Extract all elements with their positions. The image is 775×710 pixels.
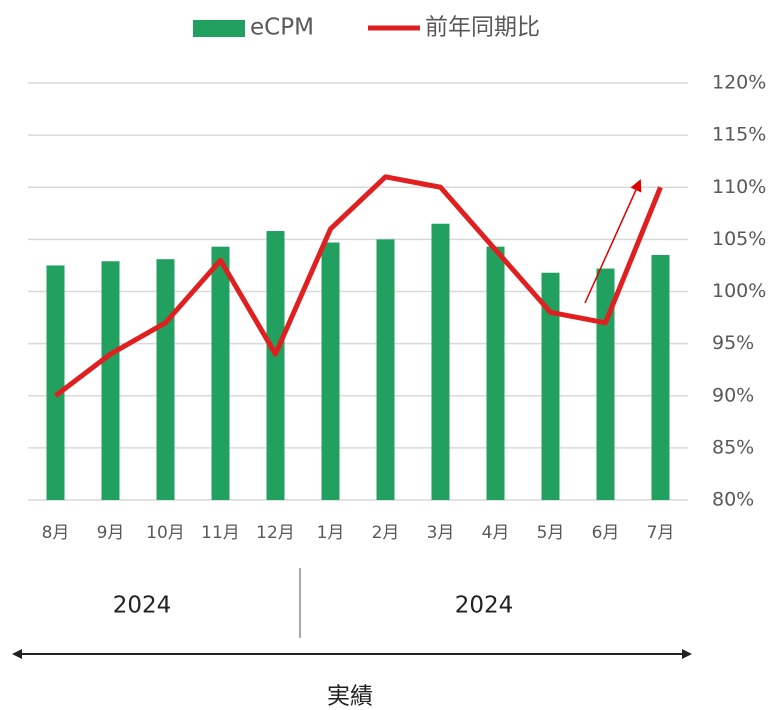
bar — [266, 231, 285, 500]
legend-label: 前年同期比 — [425, 15, 540, 41]
period-label: 2024 — [455, 593, 514, 619]
bar — [431, 223, 450, 501]
line — [53, 174, 663, 398]
x-tick-label: 12月 — [256, 523, 295, 543]
x-tick-label: 3月 — [427, 523, 455, 543]
x-tick-label: 10月 — [146, 523, 185, 543]
bar — [486, 246, 505, 500]
bar — [596, 268, 615, 500]
x-tick-label: 2月 — [372, 523, 400, 543]
x-tick-label: 4月 — [482, 523, 510, 543]
bar — [321, 242, 340, 500]
legend-label: eCPM — [250, 15, 314, 41]
x-tick-label: 9月 — [97, 523, 125, 543]
y-tick-label: 110% — [712, 176, 766, 198]
x-tick-label: 6月 — [592, 523, 620, 543]
bar — [211, 246, 230, 500]
y-tick-label: 120% — [712, 72, 766, 94]
y-tick-label: 105% — [712, 228, 766, 250]
x-tick-label: 7月 — [647, 523, 675, 543]
span-label: 実績 — [327, 684, 373, 710]
x-tick-label: 5月 — [537, 523, 565, 543]
period-label: 2024 — [113, 593, 172, 619]
x-tick-label: 1月 — [317, 523, 345, 543]
bar — [156, 259, 175, 500]
y-tick-label: 90% — [712, 384, 754, 406]
trend-arrow — [584, 179, 642, 304]
y-tick-label: 85% — [712, 436, 754, 458]
bar — [101, 261, 120, 500]
x-tick-label: 11月 — [201, 523, 240, 543]
bar — [46, 265, 65, 500]
y-tick-label: 80% — [712, 489, 754, 511]
y-tick-label: 95% — [712, 332, 754, 354]
legend-swatch — [193, 20, 245, 37]
y-tick-label: 100% — [712, 280, 766, 302]
bar — [541, 272, 560, 500]
bar — [651, 255, 670, 500]
bar — [376, 239, 395, 500]
x-tick-label: 8月 — [42, 523, 70, 543]
y-tick-label: 115% — [712, 124, 766, 146]
